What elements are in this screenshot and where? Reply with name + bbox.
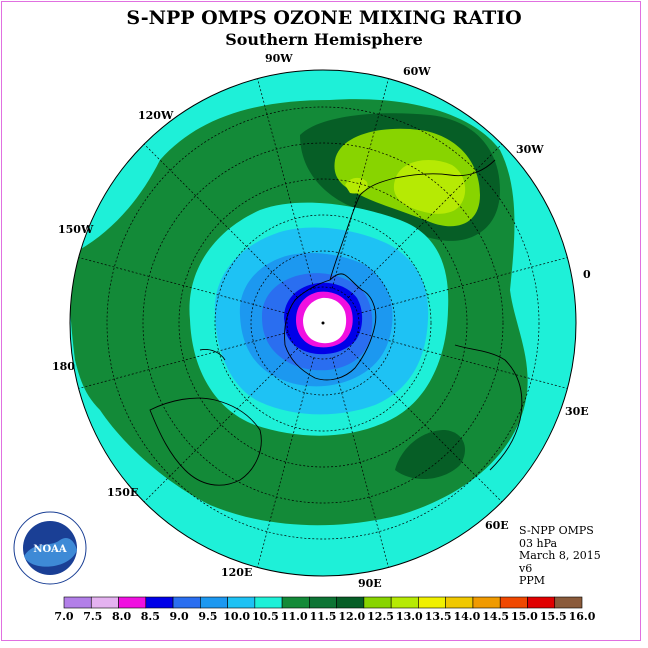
info-date: March 8, 2015	[519, 549, 601, 562]
lon-label-0: 0	[583, 268, 591, 281]
lon-label-30e: 30E	[565, 405, 589, 418]
colorbar-swatch	[118, 596, 147, 609]
band-12-5-small	[345, 177, 368, 194]
meridian-line	[143, 143, 298, 298]
colorbar-swatch	[227, 596, 256, 609]
colorbar-swatch	[281, 596, 310, 609]
meridian-line	[348, 143, 503, 298]
colorbar-swatch	[390, 596, 419, 609]
parallel-1	[286, 286, 360, 360]
map-subtitle: Southern Hemisphere	[225, 30, 423, 49]
parallel-6	[106, 106, 540, 540]
meridian-line	[357, 331, 568, 389]
info-instrument: S-NPP OMPS	[519, 524, 594, 537]
colorbar-label: 11.0	[281, 610, 308, 623]
colorbar-swatch	[90, 596, 119, 609]
colorbar-swatch	[445, 596, 474, 609]
lon-label-120w: 120W	[138, 109, 174, 122]
figure-frame	[1, 1, 641, 641]
meridian-line	[143, 348, 298, 503]
map-border	[69, 69, 577, 577]
colorbar-swatch	[499, 596, 528, 609]
parallel-2	[250, 250, 396, 396]
colorbar-swatch	[63, 596, 92, 609]
meridian-line	[331, 357, 389, 568]
colorbar-swatch	[554, 596, 583, 609]
colorbar-label: 14.0	[453, 610, 480, 623]
lon-label-90w: 90W	[265, 52, 293, 65]
meridian-line	[348, 348, 503, 503]
antarctica-coast	[284, 273, 377, 381]
noaa-logo-wave	[24, 538, 77, 567]
info-level: 03 hPa	[519, 536, 558, 550]
colorbar-swatch	[172, 596, 201, 609]
colorbar-swatch	[254, 596, 283, 609]
new-zealand-coast	[199, 349, 226, 361]
colorbar-swatch	[145, 596, 174, 609]
south-pole	[321, 321, 325, 325]
colorbar-swatch	[418, 596, 446, 609]
band-11-5-south	[395, 430, 465, 480]
colorbar-swatch	[527, 596, 556, 609]
lon-label-150w: 150W	[58, 223, 94, 236]
colorbar-label: 15.5	[540, 610, 567, 623]
info-block: S-NPP OMPS 03 hPa March 8, 2015 v6 PPM	[519, 524, 601, 588]
colorbar-label: 7.0	[54, 610, 73, 623]
meridian-line	[331, 78, 389, 289]
noaa-logo: NOAA	[13, 511, 87, 585]
colorbar-label: 9.0	[170, 610, 189, 623]
parallel-3	[214, 214, 432, 432]
ozone-field	[70, 70, 576, 576]
meridian-line	[257, 78, 315, 289]
colorbar-label: 9.5	[198, 610, 217, 623]
info-version: v6	[519, 561, 533, 575]
meridian-line	[257, 357, 315, 568]
colorbar: 7.0 7.5 8.0 8.5 9.0 9.5 10.0 10.5 11.0 11.5 12.0 12…	[54, 596, 596, 623]
noaa-logo-text: NOAA	[33, 544, 67, 555]
south-america-coast	[329, 159, 496, 281]
colorbar-label: 14.5	[482, 610, 509, 623]
graticule	[106, 106, 540, 540]
meridian-line	[357, 257, 568, 315]
lon-label-60e: 60E	[485, 519, 509, 532]
colorbar-swatch	[200, 596, 228, 609]
parallel-4	[178, 178, 468, 468]
longitude-labels: 90W 60W 120W 30W 150W 0 180 30E 150E 60E…	[52, 52, 591, 590]
meridians	[78, 78, 568, 568]
info-units: PPM	[519, 574, 546, 587]
africa-coast	[454, 344, 523, 471]
coastlines	[149, 159, 523, 486]
colorbar-label: 11.5	[310, 610, 337, 623]
colorbar-label: 13.0	[396, 610, 423, 623]
colorbar-swatch	[336, 596, 365, 609]
lon-label-60w: 60W	[403, 65, 431, 78]
colorbar-swatch	[363, 596, 392, 609]
colorbar-label: 12.5	[367, 610, 394, 623]
colorbar-label: 7.5	[83, 610, 102, 623]
band-below-8-0	[303, 297, 347, 344]
colorbar-label: 10.5	[252, 610, 279, 623]
colorbar-label: 13.5	[425, 610, 452, 623]
colorbar-swatch	[472, 596, 501, 609]
colorbar-label: 12.0	[338, 610, 365, 623]
lon-label-150e: 150E	[107, 486, 138, 499]
colorbar-label: 8.5	[141, 610, 160, 623]
lon-label-180: 180	[52, 360, 75, 373]
meridian-line	[78, 331, 289, 389]
map-title: S-NPP OMPS OZONE MIXING RATIO	[126, 7, 522, 29]
band-12-5	[393, 160, 466, 214]
colorbar-label: 15.0	[511, 610, 538, 623]
parallel-5	[142, 142, 504, 504]
colorbar-label: 8.0	[112, 610, 131, 623]
meridian-line	[78, 257, 289, 315]
australia-coast	[149, 397, 262, 486]
colorbar-label: 16.0	[569, 610, 596, 623]
colorbar-label: 10.0	[223, 610, 250, 623]
lon-label-30w: 30W	[516, 143, 544, 156]
lon-label-120e: 120E	[221, 566, 252, 579]
lon-label-90e: 90E	[358, 577, 382, 590]
colorbar-swatch	[309, 596, 337, 609]
